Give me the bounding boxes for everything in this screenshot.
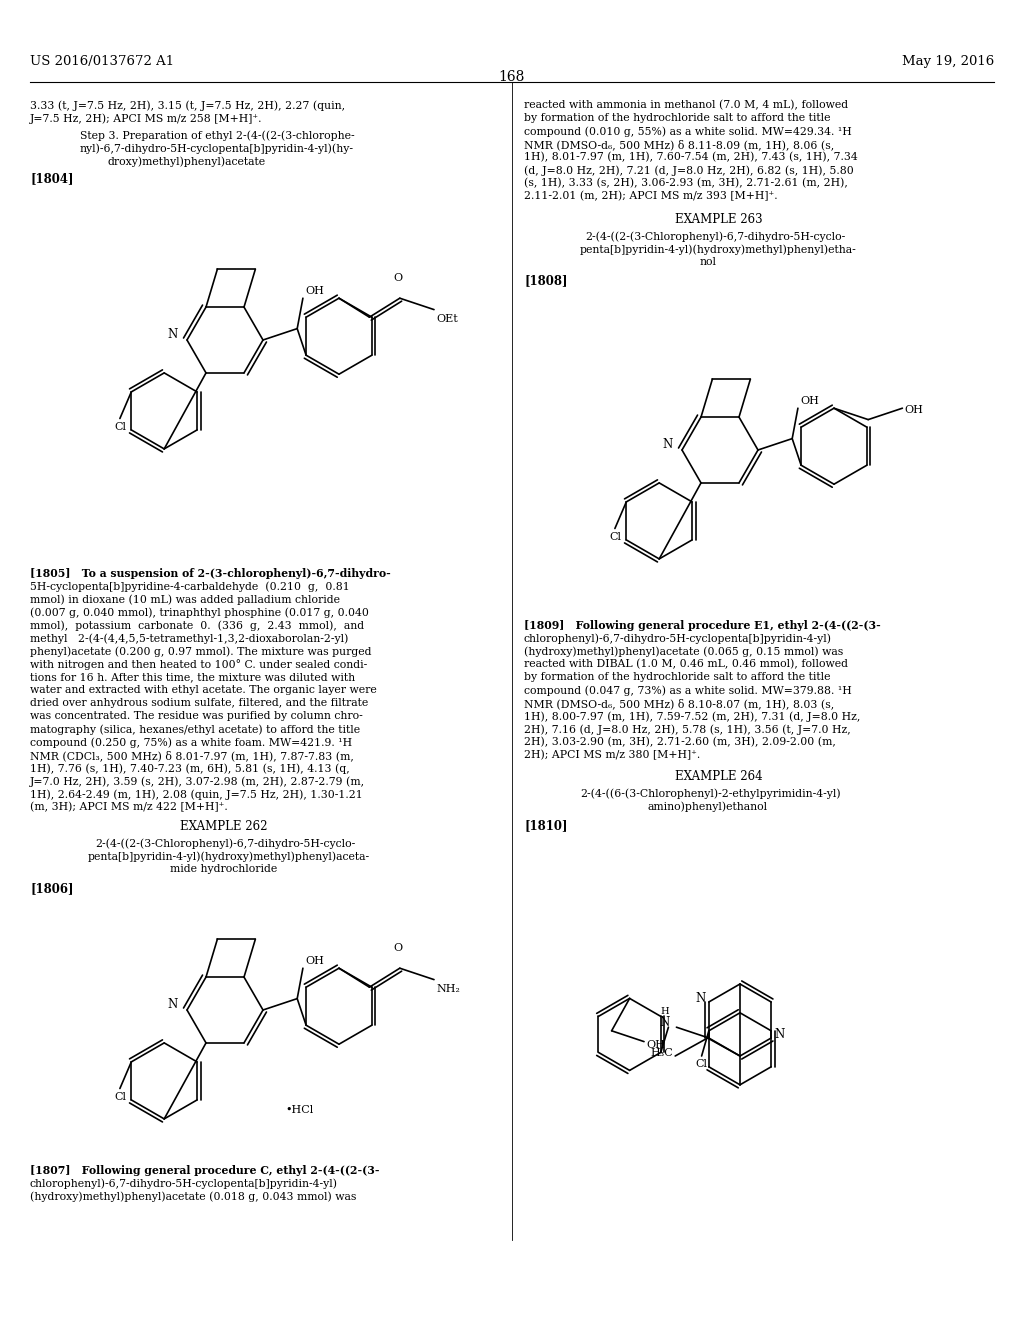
Text: [1809]   Following general procedure E1, ethyl 2-(4-((2-(3-: [1809] Following general procedure E1, e… [524, 620, 881, 631]
Text: chlorophenyl)-6,7-dihydro-5H-cyclopenta[b]pyridin-4-yl): chlorophenyl)-6,7-dihydro-5H-cyclopenta[… [30, 1177, 338, 1188]
Text: NMR (DMSO-d₆, 500 MHz) δ 8.11-8.09 (m, 1H), 8.06 (s,: NMR (DMSO-d₆, 500 MHz) δ 8.11-8.09 (m, 1… [524, 139, 835, 149]
Text: O: O [393, 273, 402, 282]
Text: 1H), 2.64-2.49 (m, 1H), 2.08 (quin, J=7.5 Hz, 2H), 1.30-1.21: 1H), 2.64-2.49 (m, 1H), 2.08 (quin, J=7.… [30, 789, 362, 800]
Text: matography (silica, hexanes/ethyl acetate) to afford the title: matography (silica, hexanes/ethyl acetat… [30, 723, 360, 734]
Text: J=7.0 Hz, 2H), 3.59 (s, 2H), 3.07-2.98 (m, 2H), 2.87-2.79 (m,: J=7.0 Hz, 2H), 3.59 (s, 2H), 3.07-2.98 (… [30, 776, 366, 787]
Text: reacted with DIBAL (1.0 M, 0.46 mL, 0.46 mmol), followed: reacted with DIBAL (1.0 M, 0.46 mL, 0.46… [524, 659, 848, 669]
Text: •HCl: •HCl [285, 1105, 313, 1115]
Text: 2H), 3.03-2.90 (m, 3H), 2.71-2.60 (m, 3H), 2.09-2.00 (m,: 2H), 3.03-2.90 (m, 3H), 2.71-2.60 (m, 3H… [524, 737, 836, 747]
Text: mmol) in dioxane (10 mL) was added palladium chloride: mmol) in dioxane (10 mL) was added palla… [30, 594, 340, 605]
Text: OEt: OEt [436, 314, 458, 323]
Text: [1805]   To a suspension of 2-(3-chlorophenyl)-6,7-dihydro-: [1805] To a suspension of 2-(3-chlorophe… [30, 568, 391, 579]
Text: OH: OH [904, 405, 924, 416]
Text: mide hydrochloride: mide hydrochloride [170, 865, 278, 874]
Text: EXAMPLE 263: EXAMPLE 263 [675, 213, 763, 226]
Text: OH: OH [646, 1040, 665, 1049]
Text: compound (0.250 g, 75%) as a white foam. MW=421.9. ¹H: compound (0.250 g, 75%) as a white foam.… [30, 737, 352, 747]
Text: compound (0.010 g, 55%) as a white solid. MW=429.34. ¹H: compound (0.010 g, 55%) as a white solid… [524, 125, 852, 136]
Text: OH: OH [305, 956, 324, 966]
Text: 2-(4-((2-(3-Chlorophenyl)-6,7-dihydro-5H-cyclo-: 2-(4-((2-(3-Chlorophenyl)-6,7-dihydro-5H… [95, 838, 355, 849]
Text: (0.007 g, 0.040 mmol), trinaphthyl phosphine (0.017 g, 0.040: (0.007 g, 0.040 mmol), trinaphthyl phosp… [30, 607, 369, 618]
Text: 3.33 (t, J=7.5 Hz, 2H), 3.15 (t, J=7.5 Hz, 2H), 2.27 (quin,: 3.33 (t, J=7.5 Hz, 2H), 3.15 (t, J=7.5 H… [30, 100, 345, 111]
Text: mmol),  potassium  carbonate  0.  (336  g,  2.43  mmol),  and: mmol), potassium carbonate 0. (336 g, 2.… [30, 620, 365, 631]
Text: penta[b]pyridin-4-yl)(hydroxy)methyl)phenyl)etha-: penta[b]pyridin-4-yl)(hydroxy)methyl)phe… [580, 244, 857, 255]
Text: compound (0.047 g, 73%) as a white solid. MW=379.88. ¹H: compound (0.047 g, 73%) as a white solid… [524, 685, 852, 696]
Text: N: N [663, 438, 673, 451]
Text: 2-(4-((6-(3-Chlorophenyl)-2-ethylpyrimidin-4-yl): 2-(4-((6-(3-Chlorophenyl)-2-ethylpyrimid… [580, 788, 841, 799]
Text: dried over anhydrous sodium sulfate, filtered, and the filtrate: dried over anhydrous sodium sulfate, fil… [30, 698, 369, 708]
Text: N: N [168, 998, 178, 1011]
Text: penta[b]pyridin-4-yl)(hydroxy)methyl)phenyl)aceta-: penta[b]pyridin-4-yl)(hydroxy)methyl)phe… [88, 851, 370, 862]
Text: H₃C: H₃C [650, 1048, 673, 1059]
Text: tions for 16 h. After this time, the mixture was diluted with: tions for 16 h. After this time, the mix… [30, 672, 355, 682]
Text: was concentrated. The residue was purified by column chro-: was concentrated. The residue was purifi… [30, 711, 362, 721]
Text: Cl: Cl [114, 1092, 126, 1101]
Text: N: N [774, 1027, 784, 1040]
Text: NH₂: NH₂ [436, 983, 460, 994]
Text: [1810]: [1810] [524, 818, 567, 832]
Text: (hydroxy)methyl)phenyl)acetate (0.065 g, 0.15 mmol) was: (hydroxy)methyl)phenyl)acetate (0.065 g,… [524, 645, 843, 656]
Text: 1H), 8.01-7.97 (m, 1H), 7.60-7.54 (m, 2H), 7.43 (s, 1H), 7.34: 1H), 8.01-7.97 (m, 1H), 7.60-7.54 (m, 2H… [524, 152, 858, 162]
Text: (hydroxy)methyl)phenyl)acetate (0.018 g, 0.043 mmol) was: (hydroxy)methyl)phenyl)acetate (0.018 g,… [30, 1191, 356, 1201]
Text: by formation of the hydrochloride salt to afford the title: by formation of the hydrochloride salt t… [524, 114, 830, 123]
Text: 2H), 7.16 (d, J=8.0 Hz, 2H), 5.78 (s, 1H), 3.56 (t, J=7.0 Hz,: 2H), 7.16 (d, J=8.0 Hz, 2H), 5.78 (s, 1H… [524, 723, 851, 734]
Text: methyl   2-(4-(4,4,5,5-tetramethyl-1,3,2-dioxaborolan-2-yl): methyl 2-(4-(4,4,5,5-tetramethyl-1,3,2-d… [30, 634, 348, 644]
Text: 2-(4-((2-(3-Chlorophenyl)-6,7-dihydro-5H-cyclo-: 2-(4-((2-(3-Chlorophenyl)-6,7-dihydro-5H… [585, 231, 845, 242]
Text: by formation of the hydrochloride salt to afford the title: by formation of the hydrochloride salt t… [524, 672, 830, 682]
Text: nyl)-6,7-dihydro-5H-cyclopenta[b]pyridin-4-yl)(hy-: nyl)-6,7-dihydro-5H-cyclopenta[b]pyridin… [80, 143, 354, 153]
Text: EXAMPLE 264: EXAMPLE 264 [675, 770, 763, 783]
Text: NMR (CDCl₃, 500 MHz) δ 8.01-7.97 (m, 1H), 7.87-7.83 (m,: NMR (CDCl₃, 500 MHz) δ 8.01-7.97 (m, 1H)… [30, 750, 354, 760]
Text: May 19, 2016: May 19, 2016 [902, 55, 994, 69]
Text: 168: 168 [499, 70, 525, 84]
Text: with nitrogen and then heated to 100° C. under sealed condi-: with nitrogen and then heated to 100° C.… [30, 659, 368, 669]
Text: OH: OH [800, 396, 819, 407]
Text: N: N [659, 1015, 670, 1028]
Text: (d, J=8.0 Hz, 2H), 7.21 (d, J=8.0 Hz, 2H), 6.82 (s, 1H), 5.80: (d, J=8.0 Hz, 2H), 7.21 (d, J=8.0 Hz, 2H… [524, 165, 854, 176]
Text: O: O [393, 942, 402, 953]
Text: J=7.5 Hz, 2H); APCI MS m/z 258 [M+H]⁺.: J=7.5 Hz, 2H); APCI MS m/z 258 [M+H]⁺. [30, 114, 262, 124]
Text: US 2016/0137672 A1: US 2016/0137672 A1 [30, 55, 174, 69]
Text: 1H), 7.76 (s, 1H), 7.40-7.23 (m, 6H), 5.81 (s, 1H), 4.13 (q,: 1H), 7.76 (s, 1H), 7.40-7.23 (m, 6H), 5.… [30, 763, 350, 774]
Text: chlorophenyl)-6,7-dihydro-5H-cyclopenta[b]pyridin-4-yl): chlorophenyl)-6,7-dihydro-5H-cyclopenta[… [524, 634, 831, 644]
Text: [1807]   Following general procedure C, ethyl 2-(4-((2-(3-: [1807] Following general procedure C, et… [30, 1166, 380, 1176]
Text: 5H-cyclopenta[b]pyridine-4-carbaldehyde  (0.210  g,  0.81: 5H-cyclopenta[b]pyridine-4-carbaldehyde … [30, 581, 350, 591]
Text: N: N [695, 991, 706, 1005]
Text: H: H [660, 1007, 669, 1015]
Text: N: N [168, 329, 178, 342]
Text: water and extracted with ethyl acetate. The organic layer were: water and extracted with ethyl acetate. … [30, 685, 377, 696]
Text: (m, 3H); APCI MS m/z 422 [M+H]⁺.: (m, 3H); APCI MS m/z 422 [M+H]⁺. [30, 803, 227, 812]
Text: [1808]: [1808] [524, 275, 567, 286]
Text: droxy)methyl)phenyl)acetate: droxy)methyl)phenyl)acetate [108, 156, 266, 166]
Text: EXAMPLE 262: EXAMPLE 262 [180, 820, 267, 833]
Text: NMR (DMSO-d₆, 500 MHz) δ 8.10-8.07 (m, 1H), 8.03 (s,: NMR (DMSO-d₆, 500 MHz) δ 8.10-8.07 (m, 1… [524, 698, 835, 709]
Text: amino)phenyl)ethanol: amino)phenyl)ethanol [648, 801, 768, 812]
Text: Cl: Cl [609, 532, 621, 541]
Text: phenyl)acetate (0.200 g, 0.97 mmol). The mixture was purged: phenyl)acetate (0.200 g, 0.97 mmol). The… [30, 645, 372, 656]
Text: nol: nol [700, 257, 717, 267]
Text: reacted with ammonia in methanol (7.0 M, 4 mL), followed: reacted with ammonia in methanol (7.0 M,… [524, 100, 848, 111]
Text: OH: OH [305, 286, 324, 296]
Text: Cl: Cl [114, 421, 126, 432]
Text: Step 3. Preparation of ethyl 2-(4-((2-(3-chlorophe-: Step 3. Preparation of ethyl 2-(4-((2-(3… [80, 129, 354, 140]
Text: [1804]: [1804] [30, 172, 74, 185]
Text: (s, 1H), 3.33 (s, 2H), 3.06-2.93 (m, 3H), 2.71-2.61 (m, 2H),: (s, 1H), 3.33 (s, 2H), 3.06-2.93 (m, 3H)… [524, 178, 848, 189]
Text: 1H), 8.00-7.97 (m, 1H), 7.59-7.52 (m, 2H), 7.31 (d, J=8.0 Hz,: 1H), 8.00-7.97 (m, 1H), 7.59-7.52 (m, 2H… [524, 711, 860, 722]
Text: 2H); APCI MS m/z 380 [M+H]⁺.: 2H); APCI MS m/z 380 [M+H]⁺. [524, 750, 700, 760]
Text: 2.11-2.01 (m, 2H); APCI MS m/z 393 [M+H]⁺.: 2.11-2.01 (m, 2H); APCI MS m/z 393 [M+H]… [524, 191, 777, 202]
Text: Cl: Cl [695, 1059, 708, 1069]
Text: [1806]: [1806] [30, 882, 74, 895]
